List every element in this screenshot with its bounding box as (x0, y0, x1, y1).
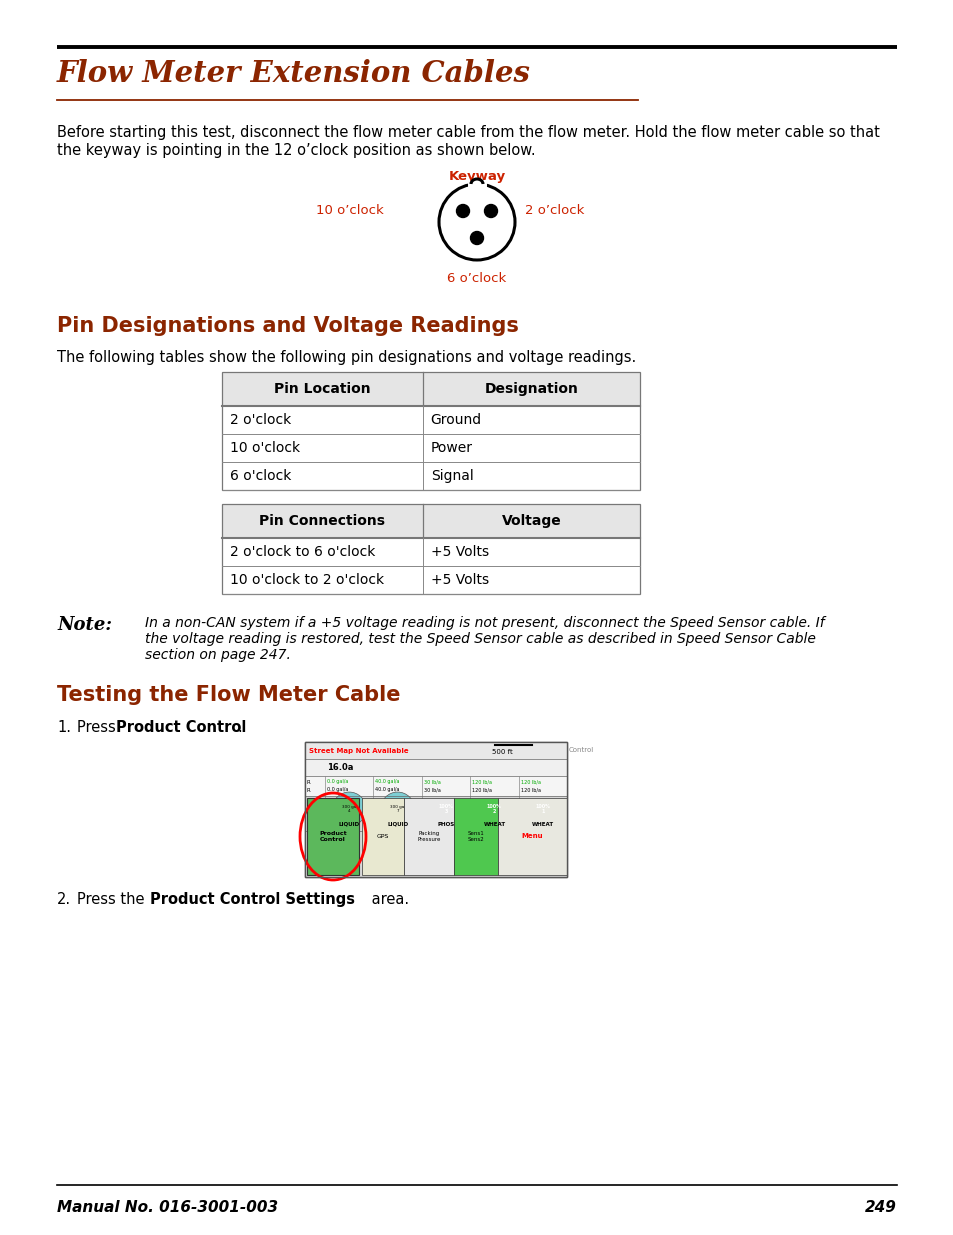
Text: Flow Meter Extension Cables: Flow Meter Extension Cables (57, 59, 530, 88)
Text: Designation: Designation (484, 382, 578, 396)
Text: 2 o'clock: 2 o'clock (230, 412, 291, 427)
Text: Sens1
Sens2: Sens1 Sens2 (467, 831, 484, 842)
Text: WHEAT: WHEAT (531, 823, 554, 827)
Bar (497, 798, 566, 876)
Text: 100%
2: 100% 2 (486, 804, 501, 814)
Text: 120 lb/a: 120 lb/a (472, 779, 492, 784)
Text: Packing
Pressure: Packing Pressure (416, 831, 440, 842)
Text: The following tables show the following pin designations and voltage readings.: The following tables show the following … (57, 350, 636, 366)
Bar (305, 797, 566, 877)
Text: Press: Press (77, 720, 120, 735)
Text: Press the: Press the (77, 892, 149, 906)
Text: the voltage reading is restored, test the Speed Sensor cable as described in Spe: the voltage reading is restored, test th… (145, 632, 815, 646)
Bar (361, 798, 403, 876)
Text: LIQUID: LIQUID (338, 823, 359, 827)
Text: 6 o’clock: 6 o’clock (447, 272, 506, 285)
Text: 40.0 gal/a: 40.0 gal/a (375, 779, 399, 784)
Text: Power: Power (430, 441, 472, 454)
Text: Keyway: Keyway (448, 170, 505, 183)
Text: PHOS: PHOS (436, 823, 455, 827)
Bar (305, 760, 566, 776)
Text: 0.0 gal/a: 0.0 gal/a (327, 788, 348, 793)
Text: section on page 247.: section on page 247. (145, 648, 291, 662)
Bar (307, 798, 358, 876)
Text: Product Control: Product Control (116, 720, 246, 735)
Text: the keyway is pointing in the 12 o’clock position as shown below.: the keyway is pointing in the 12 o’clock… (57, 143, 535, 158)
Text: Before starting this test, disconnect the flow meter cable from the flow meter. : Before starting this test, disconnect th… (57, 125, 879, 140)
Bar (325, 818, 373, 831)
Text: Note:: Note: (57, 616, 112, 634)
Text: Manual No. 016-3001-003: Manual No. 016-3001-003 (57, 1200, 278, 1215)
Text: Voltage: Voltage (501, 514, 560, 529)
Text: 120 lb/a: 120 lb/a (520, 788, 540, 793)
Bar (454, 798, 497, 876)
Text: 120 lb/a: 120 lb/a (520, 779, 540, 784)
Text: Control: Control (568, 747, 594, 753)
Bar (518, 818, 566, 831)
Bar (222, 372, 639, 490)
Text: 10 o'clock: 10 o'clock (230, 441, 300, 454)
Text: Testing the Flow Meter Cable: Testing the Flow Meter Cable (57, 685, 400, 705)
Circle shape (456, 205, 469, 217)
Text: Pin Location: Pin Location (274, 382, 371, 396)
Circle shape (470, 231, 483, 245)
Text: 249: 249 (864, 1200, 896, 1215)
Text: Pin Connections: Pin Connections (259, 514, 385, 529)
Polygon shape (422, 800, 469, 818)
Text: Pin Designations and Voltage Readings: Pin Designations and Voltage Readings (57, 316, 518, 336)
Text: 30 lb/a: 30 lb/a (423, 788, 440, 793)
Text: 2 o'clock to 6 o'clock: 2 o'clock to 6 o'clock (230, 545, 375, 559)
Text: 2 o’clock: 2 o’clock (524, 205, 584, 217)
Bar (421, 818, 470, 831)
Bar (222, 504, 639, 538)
Polygon shape (471, 800, 517, 818)
Text: Product
Control: Product Control (319, 831, 347, 842)
Text: 30 lb/a: 30 lb/a (423, 779, 440, 784)
Circle shape (332, 792, 366, 826)
Polygon shape (519, 800, 565, 818)
Text: Street Map Not Available: Street Map Not Available (309, 747, 408, 753)
Text: Ground: Ground (430, 412, 481, 427)
Text: 10 o’clock: 10 o’clock (315, 205, 384, 217)
Bar (470, 818, 518, 831)
Text: Product Control Settings: Product Control Settings (150, 892, 355, 906)
Text: R: R (307, 788, 311, 793)
Bar (222, 372, 639, 406)
Circle shape (484, 205, 497, 217)
Bar (305, 742, 566, 877)
Text: 120 lb/a: 120 lb/a (472, 788, 492, 793)
Text: 500 ft: 500 ft (492, 748, 512, 755)
Text: Menu: Menu (521, 834, 543, 840)
Text: 6 o'clock: 6 o'clock (230, 469, 291, 483)
Text: LIQUID: LIQUID (387, 823, 408, 827)
Bar (403, 798, 454, 876)
Text: Signal: Signal (430, 469, 473, 483)
Text: 1.: 1. (57, 720, 71, 735)
Text: 40.0 gal/a: 40.0 gal/a (375, 788, 399, 793)
Text: WHEAT: WHEAT (483, 823, 505, 827)
Bar (305, 776, 566, 797)
Text: 300 ga
4: 300 ga 4 (342, 805, 356, 813)
Text: 10 o'clock to 2 o'clock: 10 o'clock to 2 o'clock (230, 573, 384, 587)
Bar (305, 742, 566, 760)
Text: +5 Volts: +5 Volts (430, 545, 488, 559)
Text: .: . (236, 720, 241, 735)
Bar (373, 818, 421, 831)
Bar (305, 776, 566, 831)
Bar (222, 504, 639, 594)
Bar (305, 742, 566, 877)
Text: 100%
1: 100% 1 (535, 804, 550, 814)
Text: 16.0a: 16.0a (327, 763, 353, 772)
Text: 300 ga
7: 300 ga 7 (390, 805, 404, 813)
Text: +5 Volts: +5 Volts (430, 573, 488, 587)
Text: R: R (307, 779, 311, 784)
Text: 2.: 2. (57, 892, 71, 906)
Text: area.: area. (367, 892, 409, 906)
Text: 0.0 gal/a: 0.0 gal/a (327, 779, 348, 784)
Circle shape (380, 792, 415, 826)
Text: In a non-CAN system if a +5 voltage reading is not present, disconnect the Speed: In a non-CAN system if a +5 voltage read… (145, 616, 823, 630)
Text: GPS: GPS (376, 834, 389, 839)
Text: 100%
3: 100% 3 (438, 804, 453, 814)
